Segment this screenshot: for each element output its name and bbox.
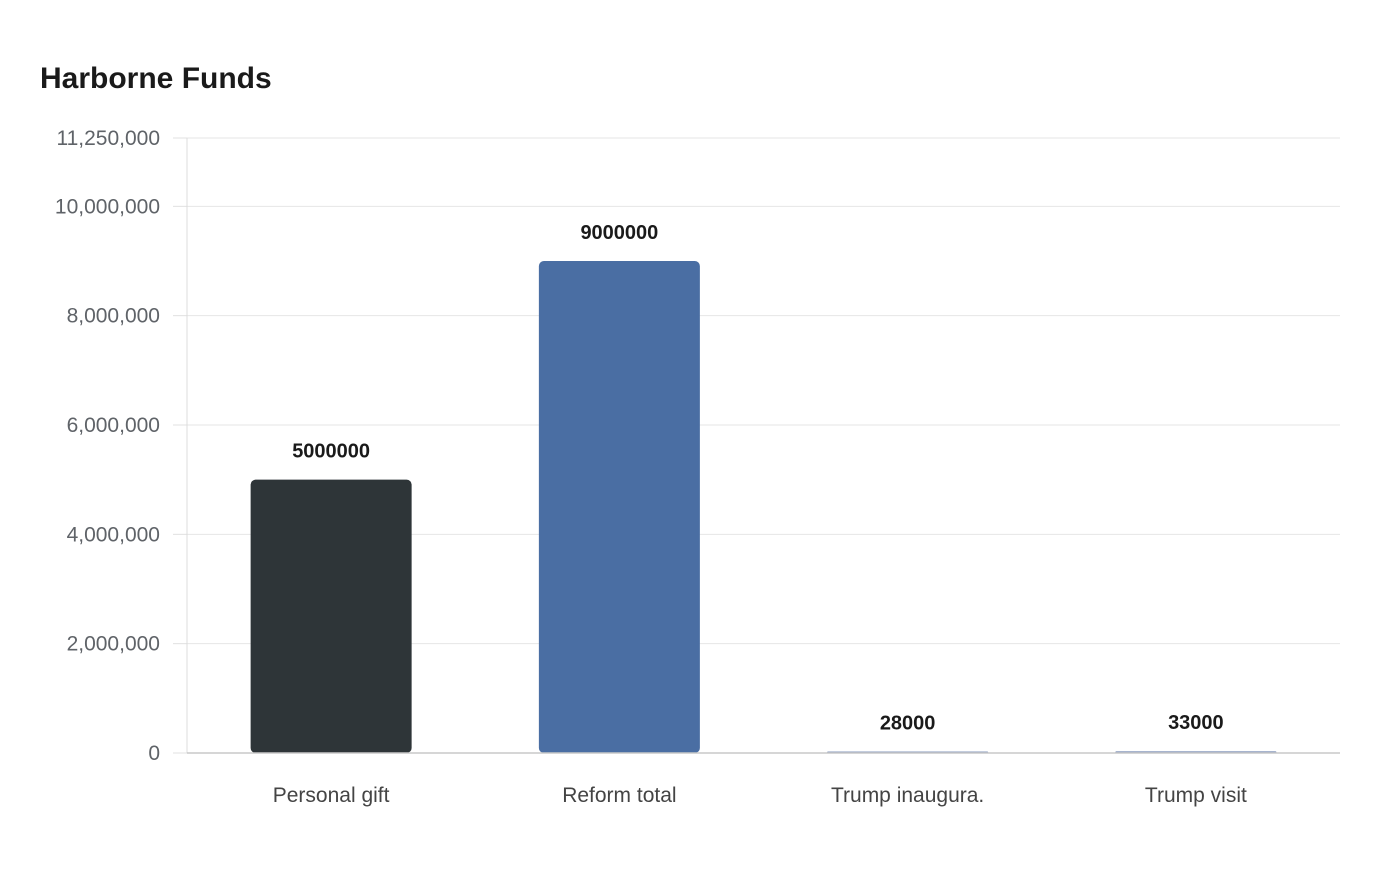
y-tick-label: 2,000,000 [67,633,160,656]
x-category-label: Trump visit [1145,784,1247,807]
axes [186,138,1340,754]
x-category-label: Trump inaugura. [831,784,984,807]
y-tick-label: 0 [148,742,160,765]
data-label: 33000 [1168,712,1224,734]
bar [538,261,700,753]
y-tick-label: 11,250,000 [56,127,160,150]
y-tick-label: 8,000,000 [67,305,160,328]
bars [250,261,1277,753]
y-tick-label: 6,000,000 [67,414,160,437]
y-tick-label: 4,000,000 [67,523,160,546]
data-label: 9000000 [580,222,658,244]
bar [250,479,412,753]
y-tick-label: 10,000,000 [55,195,160,218]
y-axis-ticks: 0 2,000,000 4,000,000 6,000,000 8,000,000 10,… [55,127,187,765]
data-labels: 5000000 9000000 28000 33000 [292,222,1224,734]
chart-title: Harborne Funds [40,62,272,95]
data-label: 5000000 [292,441,370,463]
x-category-label: Reform total [562,784,676,807]
x-category-label: Personal gift [273,784,390,807]
data-label: 28000 [880,712,936,734]
x-axis-categories: Personal gift Reform total Trump inaugura.… [273,784,1247,807]
